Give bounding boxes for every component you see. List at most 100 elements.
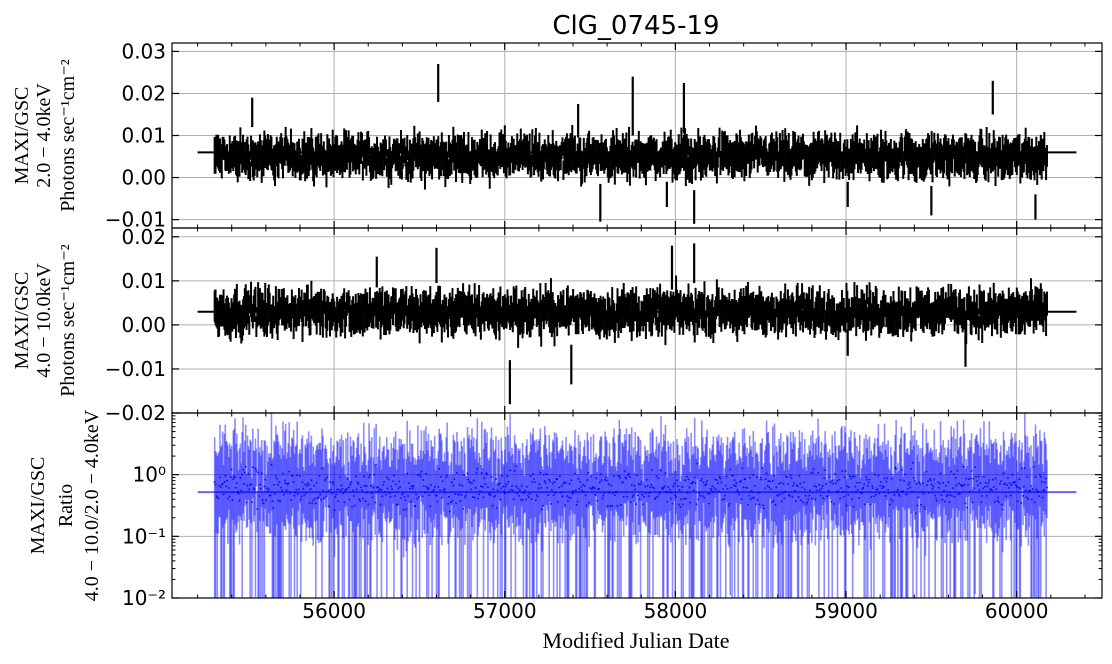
data-point — [497, 483, 500, 486]
data-point — [789, 474, 792, 477]
data-point — [587, 471, 590, 474]
data-point — [540, 486, 543, 489]
data-point — [256, 508, 259, 511]
data-point — [1002, 472, 1005, 475]
data-point — [873, 473, 876, 476]
data-point — [226, 497, 229, 500]
data-point — [628, 472, 631, 475]
data-point — [405, 508, 408, 511]
data-point — [600, 479, 603, 482]
data-point — [235, 482, 238, 485]
data-point — [298, 475, 301, 478]
data-point — [635, 503, 638, 506]
data-point — [518, 489, 521, 492]
data-point — [306, 482, 309, 485]
data-point — [532, 473, 535, 476]
data-point — [247, 472, 250, 475]
y-tick-label: −0.01 — [105, 208, 166, 232]
data-point — [458, 483, 461, 486]
data-point — [547, 494, 550, 497]
y-tick-label: 0.02 — [121, 225, 166, 249]
data-point — [499, 498, 502, 501]
data-point — [254, 467, 257, 470]
data-point — [530, 498, 533, 501]
data-point — [732, 484, 735, 487]
data-point — [430, 483, 433, 486]
data-point — [857, 496, 860, 499]
data-point — [984, 481, 987, 484]
data-point — [679, 506, 682, 509]
data-point — [831, 479, 834, 482]
data-point — [1038, 473, 1041, 476]
data-point — [950, 470, 953, 473]
data-point — [829, 481, 832, 484]
data-point — [322, 496, 325, 499]
data-point — [936, 481, 939, 484]
data-point — [1040, 480, 1043, 483]
data-point — [566, 500, 569, 503]
data-point — [729, 468, 732, 471]
data-point — [967, 483, 970, 486]
data-point — [269, 494, 272, 497]
x-tick-label: 58000 — [644, 599, 708, 623]
data-point — [744, 478, 747, 481]
data-point — [472, 479, 475, 482]
data-point — [771, 479, 774, 482]
data-point — [343, 501, 346, 504]
data-point — [957, 493, 960, 496]
data-point — [886, 477, 889, 480]
data-point — [807, 498, 810, 501]
data-point — [217, 497, 220, 500]
data-point — [798, 474, 801, 477]
data-point — [883, 477, 886, 480]
data-point — [574, 489, 577, 492]
data-point — [586, 479, 589, 482]
data-point — [227, 487, 230, 490]
data-point — [956, 469, 959, 472]
data-point — [265, 499, 268, 502]
chart-title: ClG_0745-19 — [552, 11, 719, 41]
data-point — [916, 504, 919, 507]
data-point — [264, 478, 267, 481]
data-point — [606, 505, 609, 508]
data-point — [229, 476, 232, 479]
data-point — [400, 496, 403, 499]
data-point — [908, 481, 911, 484]
data-point — [756, 498, 759, 501]
data-point — [629, 501, 632, 504]
data-point — [452, 484, 455, 487]
data-point — [453, 478, 456, 481]
data-point — [925, 470, 928, 473]
data-point — [361, 497, 364, 500]
data-point — [791, 495, 794, 498]
data-point — [834, 482, 837, 485]
data-point — [817, 471, 820, 474]
data-point — [935, 499, 938, 502]
data-point — [302, 487, 305, 490]
data-point — [415, 497, 418, 500]
data-point — [454, 493, 457, 496]
data-point — [561, 495, 564, 498]
data-point — [727, 504, 730, 507]
data-point — [376, 486, 379, 489]
data-point — [590, 488, 593, 491]
data-point — [722, 487, 725, 490]
data-point — [869, 503, 872, 506]
data-point — [770, 488, 773, 491]
data-point — [788, 494, 791, 497]
data-point — [715, 488, 718, 491]
data-point — [293, 494, 296, 497]
data-point — [289, 498, 292, 501]
data-point — [728, 502, 731, 505]
data-point — [783, 497, 786, 500]
data-point — [492, 488, 495, 491]
data-point — [891, 500, 894, 503]
data-point — [556, 477, 559, 480]
data-point — [927, 480, 930, 483]
x-tick-label: 59000 — [814, 599, 878, 623]
data-point — [988, 478, 991, 481]
data-point — [315, 481, 318, 484]
data-point — [545, 473, 548, 476]
data-point — [455, 471, 458, 474]
data-point — [258, 495, 261, 498]
